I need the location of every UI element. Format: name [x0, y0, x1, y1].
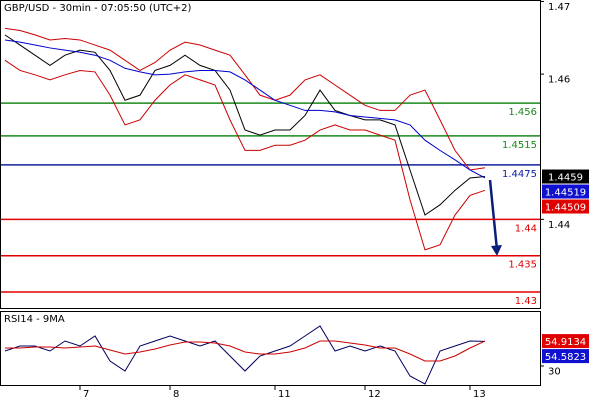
y-tick-label: 30: [548, 366, 561, 377]
arrow: [488, 179, 499, 251]
series-line: [4, 59, 486, 251]
y-tick-label: 1.44: [548, 220, 570, 231]
price-tag: [542, 169, 589, 184]
price-tag-label: 1.4459: [548, 173, 583, 184]
price-tag-label: 1.44509: [545, 203, 586, 214]
y-tick-label: 1.46: [548, 75, 570, 86]
level-label: 1.4475: [502, 169, 537, 180]
price-tag: [542, 349, 589, 364]
y-tick-label: 1.47: [548, 2, 570, 13]
series-line: [4, 27, 486, 171]
chart-title: GBP/USD - 30min - 07:05:50 (UTC+2): [4, 3, 191, 14]
price-tag: [542, 199, 589, 214]
series-line: [4, 34, 486, 216]
level-label: 1.44: [515, 223, 537, 234]
level-label: 1.4515: [502, 140, 537, 151]
x-tick-label: 11: [278, 389, 291, 400]
x-tick-label: 8: [173, 389, 179, 400]
series-line: [5, 340, 486, 362]
price-tag: [542, 184, 589, 199]
level-label: 1.456: [508, 107, 537, 118]
series-line: [4, 325, 486, 385]
price-panel: [0, 0, 541, 309]
price-tag-label: 54.9134: [545, 337, 586, 348]
x-tick-label: 12: [368, 389, 381, 400]
level-label: 1.435: [508, 260, 537, 271]
level-label: 1.43: [515, 296, 537, 307]
arrow-head: [491, 245, 502, 256]
price-tag: [542, 334, 589, 349]
rsi-title: RSI14 - 9MA: [4, 314, 65, 325]
series-line: [4, 39, 486, 179]
x-tick-label: 13: [473, 389, 486, 400]
price-tag-label: 1.44519: [545, 188, 586, 199]
price-tag-label: 54.5823: [545, 352, 586, 363]
x-tick-label: 7: [83, 389, 89, 400]
rsi-panel: [0, 311, 541, 386]
